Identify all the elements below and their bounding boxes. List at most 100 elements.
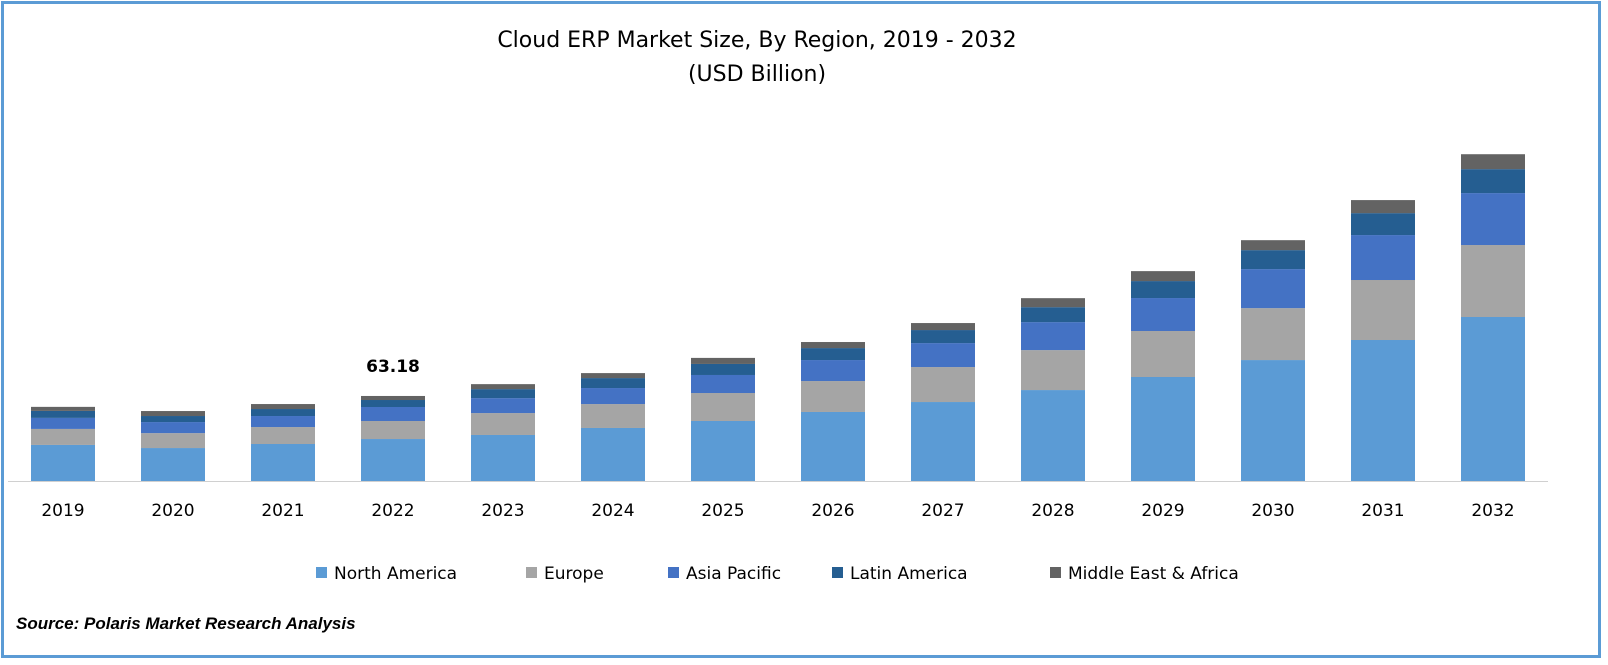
bar-asia-pacific-2028 <box>1021 322 1085 351</box>
x-tick-label: 2028 <box>1031 501 1074 521</box>
chart-title: Cloud ERP Market Size, By Region, 2019 -… <box>497 28 1016 53</box>
bar-middle-east-africa-2031 <box>1351 200 1415 214</box>
bar-north-america-2032 <box>1461 317 1525 481</box>
legend-label: Middle East & Africa <box>1068 564 1239 584</box>
bar-europe-2028 <box>1021 350 1085 391</box>
bar-asia-pacific-2024 <box>581 388 645 405</box>
bar-north-america-2019 <box>31 444 95 481</box>
bar-north-america-2022 <box>361 439 425 481</box>
bar-middle-east-africa-2032 <box>1461 154 1525 170</box>
bar-latin-america-2021 <box>251 409 315 417</box>
bar-europe-2023 <box>471 413 535 435</box>
bar-latin-america-2031 <box>1351 213 1415 236</box>
bar-europe-2030 <box>1241 308 1305 361</box>
bar-latin-america-2019 <box>31 410 95 418</box>
bar-asia-pacific-2023 <box>471 398 535 414</box>
bar-middle-east-africa-2028 <box>1021 298 1085 308</box>
bar-europe-2024 <box>581 404 645 428</box>
bar-europe-2025 <box>691 393 755 421</box>
legend-swatch <box>668 567 679 578</box>
x-tick-label: 2029 <box>1141 501 1184 521</box>
x-tick-label: 2024 <box>591 501 634 521</box>
legend-swatch <box>316 567 327 578</box>
bar-north-america-2024 <box>581 427 645 481</box>
bar-middle-east-africa-2021 <box>251 404 315 410</box>
bar-latin-america-2027 <box>911 330 975 344</box>
bar-europe-2021 <box>251 427 315 445</box>
bar-middle-east-africa-2022 <box>361 395 425 401</box>
bar-asia-pacific-2019 <box>31 417 95 429</box>
x-tick-label: 2031 <box>1361 501 1404 521</box>
x-tick-label: 2021 <box>261 501 304 521</box>
x-tick-label: 2025 <box>701 501 744 521</box>
legend-label: Latin America <box>850 564 968 584</box>
bar-middle-east-africa-2027 <box>911 323 975 331</box>
bar-north-america-2021 <box>251 444 315 481</box>
bar-latin-america-2026 <box>801 348 865 361</box>
x-tick-label: 2027 <box>921 501 964 521</box>
x-tick-label: 2030 <box>1251 501 1294 521</box>
legend-swatch <box>1050 567 1061 578</box>
bar-latin-america-2029 <box>1131 281 1195 299</box>
bar-latin-america-2023 <box>471 389 535 399</box>
legend-label: Asia Pacific <box>686 564 781 584</box>
data-label: 63.18 <box>366 357 420 377</box>
x-tick-label: 2019 <box>41 501 84 521</box>
bar-asia-pacific-2026 <box>801 360 865 382</box>
bar-north-america-2029 <box>1131 377 1195 481</box>
bar-latin-america-2032 <box>1461 169 1525 194</box>
bar-north-america-2027 <box>911 402 975 481</box>
bar-latin-america-2024 <box>581 378 645 389</box>
bar-north-america-2031 <box>1351 340 1415 481</box>
x-tick-label: 2032 <box>1471 501 1514 521</box>
legend-label: Europe <box>544 564 604 584</box>
bar-latin-america-2020 <box>141 416 205 423</box>
bar-asia-pacific-2021 <box>251 416 315 428</box>
legend-label: North America <box>334 564 457 584</box>
source-note: Source: Polaris Market Research Analysis <box>16 614 356 633</box>
x-tick-label: 2020 <box>151 501 194 521</box>
bar-middle-east-africa-2026 <box>801 342 865 349</box>
bar-middle-east-africa-2020 <box>141 411 205 417</box>
x-tick-label: 2026 <box>811 501 854 521</box>
bar-latin-america-2028 <box>1021 307 1085 323</box>
bar-asia-pacific-2031 <box>1351 235 1415 281</box>
bar-north-america-2026 <box>801 411 865 481</box>
bar-europe-2032 <box>1461 245 1525 318</box>
bar-middle-east-africa-2024 <box>581 373 645 379</box>
bar-europe-2020 <box>141 433 205 449</box>
bar-latin-america-2022 <box>361 400 425 408</box>
bar-latin-america-2030 <box>1241 250 1305 270</box>
bar-latin-america-2025 <box>691 363 755 375</box>
bar-north-america-2025 <box>691 420 755 481</box>
bar-europe-2031 <box>1351 280 1415 341</box>
bar-asia-pacific-2020 <box>141 422 205 434</box>
bar-north-america-2023 <box>471 434 535 481</box>
bar-middle-east-africa-2029 <box>1131 271 1195 282</box>
legend-swatch <box>832 567 843 578</box>
bar-middle-east-africa-2030 <box>1241 240 1305 251</box>
bar-north-america-2028 <box>1021 390 1085 481</box>
bar-north-america-2020 <box>141 448 205 481</box>
bar-middle-east-africa-2019 <box>31 406 95 411</box>
bar-middle-east-africa-2025 <box>691 357 755 364</box>
bar-asia-pacific-2029 <box>1131 298 1195 331</box>
bar-europe-2029 <box>1131 330 1195 378</box>
bar-middle-east-africa-2023 <box>471 384 535 390</box>
bar-asia-pacific-2030 <box>1241 269 1305 309</box>
chart-subtitle: (USD Billion) <box>688 62 826 87</box>
bar-europe-2026 <box>801 381 865 412</box>
bar-asia-pacific-2032 <box>1461 193 1525 246</box>
x-tick-label: 2023 <box>481 501 524 521</box>
bar-asia-pacific-2022 <box>361 407 425 421</box>
bar-europe-2027 <box>911 367 975 403</box>
bar-europe-2019 <box>31 428 95 445</box>
bar-europe-2022 <box>361 420 425 440</box>
bar-asia-pacific-2027 <box>911 343 975 368</box>
bar-asia-pacific-2025 <box>691 374 755 394</box>
bar-north-america-2030 <box>1241 360 1305 481</box>
x-tick-label: 2022 <box>371 501 414 521</box>
legend-swatch <box>526 567 537 578</box>
